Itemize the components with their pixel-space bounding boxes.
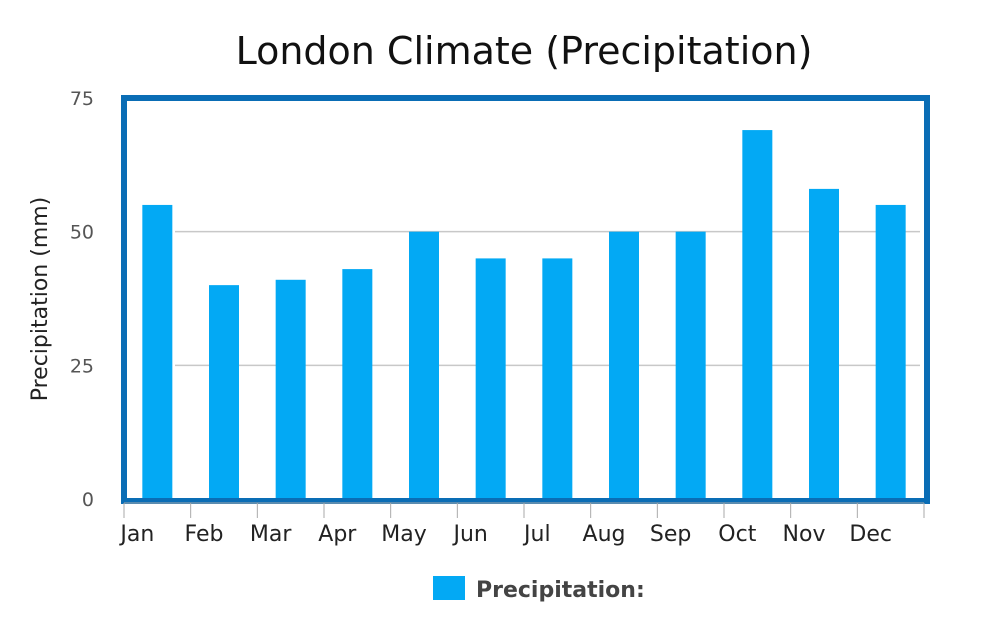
bar-may [409,231,439,499]
x-tick-label-aug: Aug [583,522,626,547]
bar-mar [275,279,306,499]
x-tick-label-may: May [381,522,426,547]
x-tick-label-jun: Jun [451,522,487,547]
bar-feb [209,285,239,499]
x-tick-label-nov: Nov [783,522,826,547]
y-tick-label-75: 75 [70,88,94,110]
x-tick-label-mar: Mar [250,522,292,547]
x-tick-labels: Jan Feb Mar Apr May Jun Jul Aug Sep Oct Nov Dec [118,522,892,547]
bar-jul [542,258,573,499]
bar-aug [609,231,639,499]
legend-swatch [433,576,465,600]
y-tick-label-25: 25 [70,355,94,377]
bar-series [142,130,906,500]
x-tick-label-jul: Jul [522,522,551,547]
x-tick-label-sep: Sep [650,522,691,547]
legend-label: Precipitation: [476,578,645,603]
bar-apr [342,269,373,499]
bar-nov [809,188,839,500]
x-tick-label-feb: Feb [185,522,224,547]
x-tick-marks [123,503,925,518]
y-tick-labels: 0 25 50 75 [70,88,94,511]
legend: Precipitation: [433,576,645,603]
y-tick-label-50: 50 [70,222,94,244]
plot-frame [121,95,930,504]
x-tick-label-jan: Jan [118,522,154,547]
chart-title: London Climate (Precipitation) [236,29,813,73]
x-tick-label-apr: Apr [318,522,357,547]
x-tick-label-oct: Oct [718,522,756,547]
bar-jan [142,204,173,499]
y-axis-label: Precipitation (mm) [28,197,53,402]
x-tick-label-dec: Dec [849,522,892,547]
bar-dec [875,204,906,499]
y-tick-label-0: 0 [82,489,94,511]
bar-oct [742,130,773,499]
bar-sep [675,231,706,499]
bar-jun [475,258,506,499]
